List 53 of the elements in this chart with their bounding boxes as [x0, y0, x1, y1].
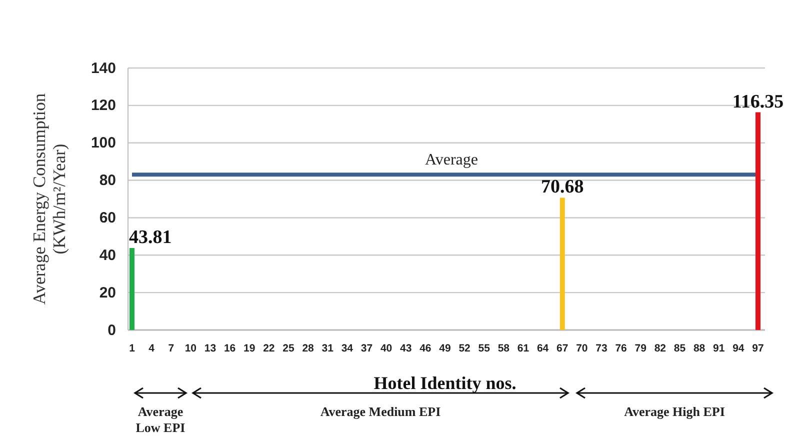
bar — [130, 248, 134, 330]
text: Average Low EPI — [136, 404, 186, 435]
bar — [560, 198, 565, 330]
bar — [756, 112, 760, 330]
x-tick-label: 55 — [478, 342, 490, 354]
x-tick-label: 16 — [224, 342, 236, 354]
text: Average High EPI — [624, 404, 725, 419]
y-tick-label: 20 — [99, 284, 116, 302]
x-tick-label: 22 — [263, 342, 275, 354]
x-tick-label: 73 — [596, 342, 608, 354]
x-tick-label: 10 — [184, 342, 197, 354]
x-tick-label: 97 — [752, 342, 764, 354]
y-tick-label: 100 — [90, 134, 116, 152]
x-tick-label: 82 — [654, 342, 666, 354]
x-tick-label: 70 — [576, 342, 588, 354]
x-tick-label: 13 — [204, 342, 216, 354]
x-tick-label: 28 — [302, 342, 314, 354]
x-tick-label: 88 — [693, 342, 706, 354]
y-axis-title: Average Energy Consumption (KWh/m²/Year) — [29, 93, 69, 305]
x-tick-label: 40 — [380, 342, 392, 354]
x-tick-label: 19 — [244, 342, 256, 354]
x-tick-label: 76 — [615, 342, 628, 354]
x-axis-title: Hotel Identity nos. — [374, 373, 516, 393]
y-tick-label: 140 — [90, 60, 116, 77]
x-tick-label: 64 — [536, 342, 549, 354]
data-label: 70.68 — [541, 176, 584, 198]
y-tick-label: 0 — [108, 322, 116, 339]
x-tick-label: 49 — [439, 342, 451, 354]
text: Average Medium EPI — [320, 404, 441, 419]
data-label: 116.35 — [732, 91, 784, 112]
x-tick-label: 43 — [400, 342, 412, 354]
x-tick-label: 91 — [713, 342, 725, 354]
y-tick-label: 120 — [90, 97, 116, 114]
x-tick-label: 31 — [322, 342, 334, 354]
x-tick-label: 46 — [420, 342, 432, 354]
x-tick-label: 94 — [732, 342, 744, 354]
x-tick-label: 67 — [556, 342, 568, 354]
x-tick-label: 37 — [360, 342, 373, 354]
y-tick-label: 60 — [99, 210, 116, 227]
ref-line-label: Average — [425, 152, 478, 169]
x-tick-label: 85 — [674, 342, 686, 354]
x-tick-label: 4 — [148, 342, 155, 354]
x-tick-label: 58 — [498, 342, 510, 354]
data-label: 43.81 — [129, 227, 172, 248]
x-tick-label: 52 — [458, 342, 471, 354]
x-tick-label: 1 — [129, 342, 136, 354]
x-tick-label: 7 — [168, 342, 174, 354]
x-tick-label: 61 — [517, 342, 530, 354]
y-tick-label: 40 — [99, 246, 116, 264]
x-tick-label: 25 — [282, 342, 294, 354]
x-tick-label: 79 — [634, 342, 647, 354]
y-tick-label: 80 — [99, 172, 116, 190]
x-tick-label: 34 — [341, 342, 354, 354]
